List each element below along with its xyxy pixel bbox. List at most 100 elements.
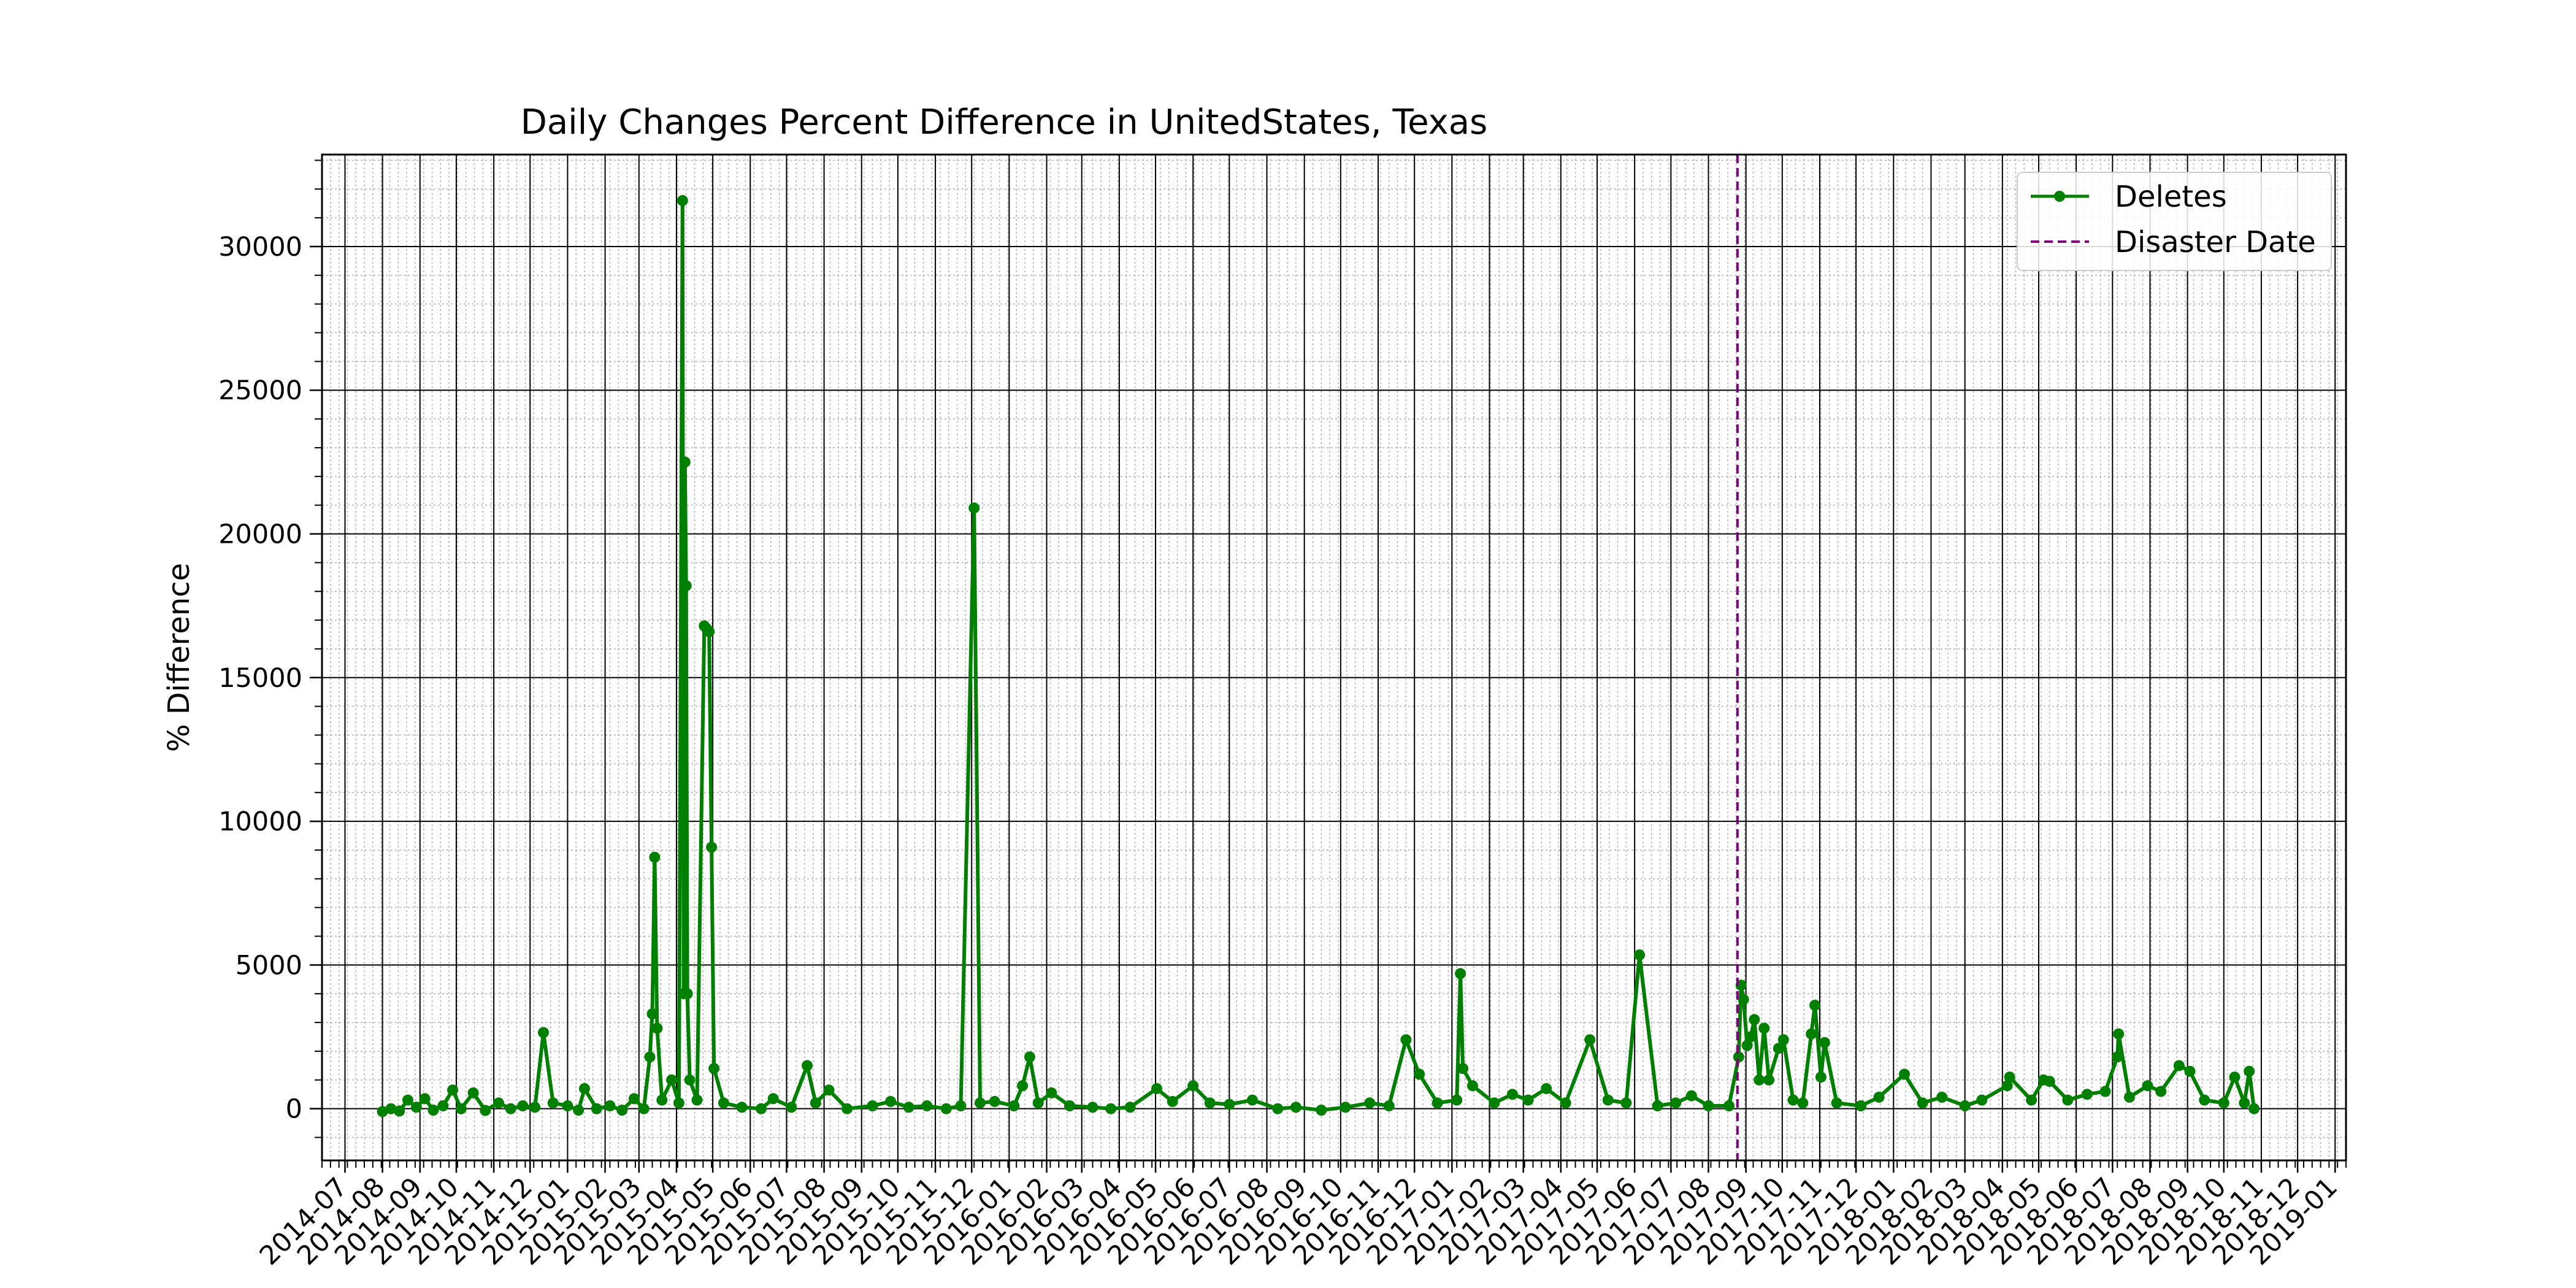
deletes-point	[1797, 1097, 1809, 1109]
deletes-point	[467, 1087, 479, 1098]
legend-box	[2017, 172, 2332, 271]
deletes-point	[1246, 1094, 1258, 1106]
deletes-point	[1936, 1091, 1948, 1103]
deletes-point	[680, 580, 692, 591]
deletes-point	[1738, 994, 1749, 1005]
deletes-point	[2099, 1086, 2111, 1097]
deletes-point	[1560, 1097, 1571, 1109]
deletes-point	[1432, 1097, 1443, 1109]
deletes-point	[706, 841, 718, 853]
deletes-point	[2239, 1097, 2250, 1109]
y-tick-label: 10000	[218, 807, 302, 837]
legend: Deletes Disaster Date	[2017, 172, 2332, 271]
deletes-point	[628, 1093, 640, 1105]
legend-marker-deletes	[2054, 191, 2065, 202]
deletes-point	[1541, 1083, 1552, 1094]
deletes-point	[867, 1100, 878, 1111]
deletes-point	[493, 1097, 504, 1109]
deletes-point	[2244, 1065, 2255, 1077]
deletes-point	[1316, 1105, 1327, 1116]
legend-label-deletes: Deletes	[2115, 180, 2227, 214]
deletes-point	[649, 851, 661, 863]
deletes-point	[1466, 1080, 1478, 1092]
y-tick-label: 25000	[218, 375, 302, 406]
deletes-point	[823, 1084, 835, 1096]
x-axis: 2014-072014-082014-092014-102014-112014-…	[254, 1160, 2347, 1271]
y-tick-label: 5000	[236, 950, 302, 981]
deletes-point	[2081, 1089, 2093, 1100]
deletes-point	[2199, 1094, 2210, 1106]
deletes-point	[1383, 1100, 1395, 1111]
deletes-point	[1749, 1014, 1760, 1025]
y-tick-label: 20000	[218, 519, 302, 550]
y-tick-label: 0	[286, 1094, 302, 1125]
deletes-point	[1763, 1074, 1775, 1086]
deletes-point	[447, 1084, 458, 1096]
deletes-point	[1017, 1080, 1029, 1092]
deletes-point	[1787, 1094, 1799, 1106]
deletes-point	[810, 1097, 821, 1109]
deletes-point	[1777, 1034, 1789, 1046]
deletes-point	[1204, 1097, 1216, 1109]
deletes-point	[1620, 1097, 1632, 1109]
deletes-point	[427, 1105, 439, 1116]
deletes-point	[2155, 1086, 2167, 1097]
deletes-point	[1008, 1100, 1020, 1111]
deletes-point	[989, 1095, 1000, 1107]
deletes-point	[1522, 1094, 1534, 1106]
deletes-point	[638, 1103, 650, 1114]
deletes-point	[1652, 1100, 1663, 1111]
deletes-point	[1819, 1037, 1830, 1048]
deletes-point	[1451, 1094, 1463, 1106]
deletes-point	[903, 1102, 914, 1113]
deletes-point	[1364, 1097, 1376, 1109]
deletes-point	[1584, 1034, 1596, 1046]
deletes-point	[2004, 1071, 2015, 1083]
deletes-point	[1917, 1097, 1928, 1109]
deletes-point	[1602, 1094, 1614, 1106]
deletes-point	[2113, 1028, 2125, 1040]
deletes-point	[1754, 1074, 1765, 1086]
deletes-point	[2001, 1080, 2013, 1092]
deletes-point	[1087, 1102, 1098, 1113]
deletes-point	[708, 1063, 720, 1075]
series-layer	[377, 155, 2260, 1160]
deletes-point	[1414, 1068, 1425, 1080]
deletes-point	[394, 1105, 405, 1117]
deletes-point	[786, 1102, 797, 1113]
deletes-point	[1151, 1083, 1162, 1094]
deletes-point	[562, 1100, 573, 1111]
deletes-point	[1290, 1102, 1301, 1113]
legend-label-disaster-date: Disaster Date	[2115, 225, 2316, 259]
deletes-point	[975, 1097, 986, 1109]
deletes-point	[756, 1103, 767, 1114]
deletes-point	[538, 1027, 549, 1038]
deletes-point	[651, 1022, 663, 1034]
deletes-point	[841, 1103, 853, 1114]
y-tick-label: 30000	[218, 232, 302, 263]
deletes-point	[1758, 1022, 1770, 1034]
deletes-point	[1831, 1097, 1842, 1109]
deletes-point	[2112, 1051, 2123, 1063]
deletes-point	[644, 1051, 656, 1063]
deletes-point	[1741, 1040, 1753, 1051]
deletes-point	[703, 626, 715, 637]
deletes-point	[1899, 1068, 1910, 1080]
deletes-point	[1703, 1100, 1714, 1111]
deletes-point	[2229, 1071, 2241, 1083]
deletes-point	[419, 1093, 431, 1105]
deletes-point	[1032, 1097, 1044, 1109]
deletes-point	[736, 1102, 748, 1113]
deletes-point	[1634, 949, 1646, 960]
deletes-point	[2062, 1094, 2074, 1106]
deletes-point	[885, 1095, 897, 1107]
deletes-point	[604, 1100, 616, 1111]
deletes-point	[410, 1102, 422, 1113]
deletes-point	[1064, 1100, 1075, 1111]
deletes-point	[1873, 1091, 1885, 1103]
deletes-point	[2044, 1076, 2055, 1087]
y-axis-label: % Difference	[162, 563, 196, 752]
deletes-point	[940, 1103, 952, 1114]
deletes-point	[480, 1105, 491, 1116]
